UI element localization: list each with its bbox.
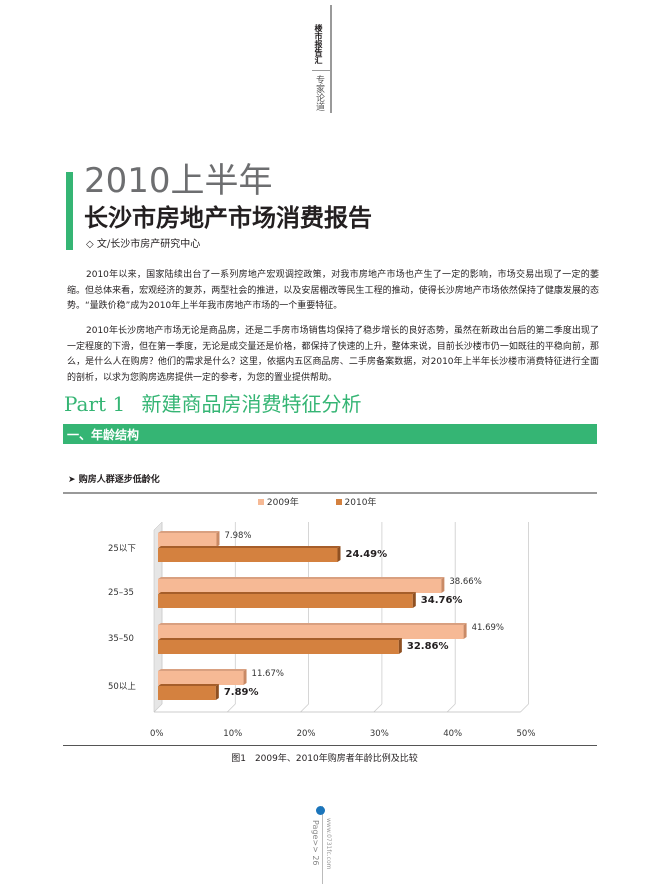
gridline-floor <box>227 703 236 713</box>
paragraph: 2010年长沙房地产市场无论是商品房，还是二手房市场销售均保持了稳步增长的良好态… <box>67 326 599 383</box>
data-label: 24.49% <box>345 549 388 560</box>
bar-2009年 <box>158 625 464 639</box>
x-tick-label: 50% <box>516 729 536 739</box>
bar-side <box>337 546 341 562</box>
bar-2009年 <box>158 579 442 593</box>
bar-top <box>158 623 467 625</box>
bar-top <box>158 684 219 686</box>
data-label: 32.86% <box>406 641 449 652</box>
x-tick-label: 0% <box>150 729 164 739</box>
x-tick-label: 10% <box>223 729 243 739</box>
bar-top <box>158 531 220 533</box>
x-tick-label: 20% <box>296 729 316 739</box>
header-column: 专家论道 <box>314 75 324 111</box>
category-label: 25–35 <box>108 588 134 598</box>
paragraph: 2010年以来，国家陆续出台了一系列房地产宏观调控政策，对我市房地产市场也产生了… <box>67 270 599 311</box>
bar-2009年 <box>158 671 244 685</box>
footer-site: www.0731fc.com <box>325 818 332 870</box>
arrow-icon: ➤ <box>68 475 79 485</box>
bar-top <box>158 638 402 640</box>
bar-side <box>441 577 445 593</box>
subheading: ➤ 购房人群逐步低龄化 <box>68 475 160 485</box>
bar-top <box>158 592 416 594</box>
bar-2010年 <box>158 594 413 608</box>
footer-logo-icon <box>316 806 325 815</box>
data-label: 38.66% <box>449 577 482 587</box>
part-heading: Part 1 新建商品房消费特征分析 <box>64 392 362 416</box>
bar-side <box>412 592 416 608</box>
x-tick-label: 30% <box>369 729 389 739</box>
header-divider <box>312 70 330 71</box>
data-label: 34.76% <box>420 595 463 606</box>
bar-top <box>158 546 341 548</box>
data-label: 7.98% <box>224 531 252 541</box>
data-label: 11.67% <box>251 669 284 679</box>
footer-rule <box>322 806 323 884</box>
data-label: 41.69% <box>471 623 504 633</box>
x-tick-label: 40% <box>443 729 463 739</box>
chart-caption: 图1 2009年、2010年购房者年龄比例及比较 <box>231 754 418 764</box>
section-band: 一、年龄结构 <box>63 424 597 444</box>
chart-top-rule <box>63 492 597 494</box>
chart-bottom-rule <box>63 745 597 746</box>
title-line1: 2010上半年 <box>84 161 273 201</box>
legend-swatch-2009 <box>258 499 264 505</box>
section-title: 一、年龄结构 <box>67 428 140 442</box>
bar-top <box>158 577 445 579</box>
bar-side <box>463 623 467 639</box>
category-label: 25以下 <box>108 544 136 554</box>
title-accent-bar <box>66 172 73 250</box>
bar-side <box>215 684 219 700</box>
author: ◇ 文/长沙市房产研究中心 <box>86 239 201 250</box>
bar-2010年 <box>158 686 216 700</box>
gridline-floor <box>520 703 529 713</box>
bar-side <box>243 669 247 685</box>
bar-2009年 <box>158 533 217 547</box>
header-rule <box>330 5 332 113</box>
gridline-floor <box>373 703 383 713</box>
page-number: Page>> 26 <box>311 820 320 866</box>
bar-2010年 <box>158 640 399 654</box>
bar-top <box>158 669 247 671</box>
legend-swatch-2010 <box>335 499 342 505</box>
gridline-floor <box>300 703 309 713</box>
bar-2010年 <box>158 548 338 562</box>
page-title: 长沙市房地产市场消费报告 <box>84 204 372 232</box>
category-label: 35–50 <box>108 634 134 644</box>
bar-side <box>398 638 402 654</box>
data-label: 7.89% <box>223 687 259 698</box>
part-label: Part 1 <box>64 392 126 416</box>
category-label: 50以上 <box>108 682 136 692</box>
gridline-floor <box>153 703 163 713</box>
header-section: 楼市报告汇 <box>314 24 323 64</box>
gridline-floor <box>446 703 456 713</box>
chart-legend: 2009年 2010年 <box>258 497 376 509</box>
part-title: 新建商品房消费特征分析 <box>141 392 362 416</box>
bar-side <box>216 531 220 547</box>
